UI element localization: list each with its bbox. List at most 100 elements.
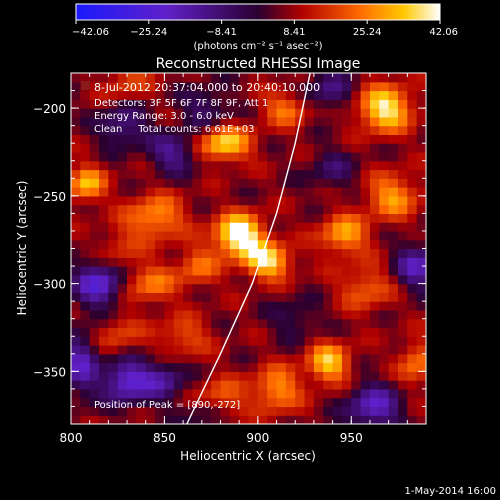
heatmap-cell [323,134,334,144]
heatmap-cell [276,415,287,424]
heatmap-cell [173,397,184,408]
heatmap-cell [155,257,166,267]
heatmap-cell [416,336,426,346]
heatmap-cell [313,195,324,206]
heatmap-cell [220,274,231,285]
heatmap-cell [313,336,324,346]
heatmap-cell [127,415,137,424]
heatmap-cell [201,134,212,144]
heatmap-cell [407,195,418,206]
heatmap-cell [229,301,240,311]
heatmap-cell [155,90,166,100]
heatmap-cell [388,309,399,320]
heatmap-cell [201,301,212,311]
heatmap-cell [108,204,119,215]
heatmap-cell [220,362,231,372]
heatmap-cell [89,248,100,258]
heatmap-cell [341,345,352,355]
heatmap-cell [71,292,81,302]
heatmap-cell [416,81,426,92]
heatmap-cell [276,73,287,83]
heatmap-cell [117,336,128,346]
heatmap-cell [192,327,203,337]
heatmap-cell [229,274,240,285]
heatmap-cell [360,116,371,127]
heatmap-cell [136,362,147,372]
heatmap-cell [304,213,315,223]
heatmap-cell [313,204,324,215]
heatmap-cell [108,108,119,118]
heatmap-cell [360,353,371,364]
heatmap-cell [360,239,371,250]
heatmap-cell [369,239,380,250]
heatmap-cell [229,73,240,83]
heatmap-cell [211,327,222,337]
heatmap-cell [397,397,408,408]
heatmap-cell [267,125,278,136]
heatmap-cell [388,327,399,337]
heatmap-cell [239,371,250,381]
heatmap-cell [248,266,259,276]
heatmap-cell [229,415,240,424]
heatmap-cell [332,81,343,92]
heatmap-cell [332,257,343,267]
heatmap-cell [99,169,109,179]
heatmap-cell [220,345,231,355]
heatmap-cell [341,353,352,364]
heatmap-cell [360,380,371,390]
heatmap-cell [397,406,408,416]
heatmap-cell [99,397,109,408]
heatmap-cell [220,99,231,109]
heatmap-cell [276,257,287,267]
heatmap-cell [211,195,222,206]
heatmap-cell [183,353,194,364]
heatmap-cell [71,81,81,92]
heatmap-cell [351,362,362,372]
heatmap-cell [304,388,315,399]
heatmap-cell [89,301,100,311]
heatmap-cell [80,151,91,162]
heatmap-cell [117,388,128,399]
heatmap-cell [276,248,287,258]
heatmap-cell [351,99,362,109]
heatmap-cell [332,222,343,232]
heatmap-cell [127,301,137,311]
heatmap-cell [248,169,259,179]
heatmap-cell [285,222,296,232]
heatmap-cell [285,230,296,241]
heatmap-cell [239,397,250,408]
heatmap-cell [257,309,268,320]
heatmap-cell [248,187,259,197]
heatmap-cell [323,292,334,302]
heatmap-cell [341,160,352,171]
heatmap-cell [145,213,156,223]
heatmap-cell [80,362,91,372]
heatmap-cell [257,90,268,100]
heatmap-cell [397,371,408,381]
heatmap-cell [341,116,352,127]
heatmap-cell [108,230,119,241]
heatmap-cell [285,266,296,276]
heatmap-cell [341,388,352,399]
heatmap-cell [173,134,184,144]
heatmap-cell [332,388,343,399]
heatmap-cell [127,222,137,232]
heatmap-cell [173,178,184,188]
heatmap-cell [267,108,278,118]
heatmap-cell [369,116,380,127]
heatmap-cell [369,160,380,171]
heatmap-cell [267,134,278,144]
heatmap-cell [304,274,315,285]
heatmap-cell [183,283,194,293]
heatmap-cell [285,73,296,83]
heatmap-cell [369,213,380,223]
heatmap-cell [416,90,426,100]
heatmap-cell [388,204,399,215]
x-tick-label: 900 [246,431,269,445]
heatmap-cell [173,125,184,136]
heatmap-cell [351,178,362,188]
heatmap-cell [99,371,109,381]
heatmap-cell [276,134,287,144]
heatmap-cell [108,99,119,109]
heatmap-cell [145,415,156,424]
